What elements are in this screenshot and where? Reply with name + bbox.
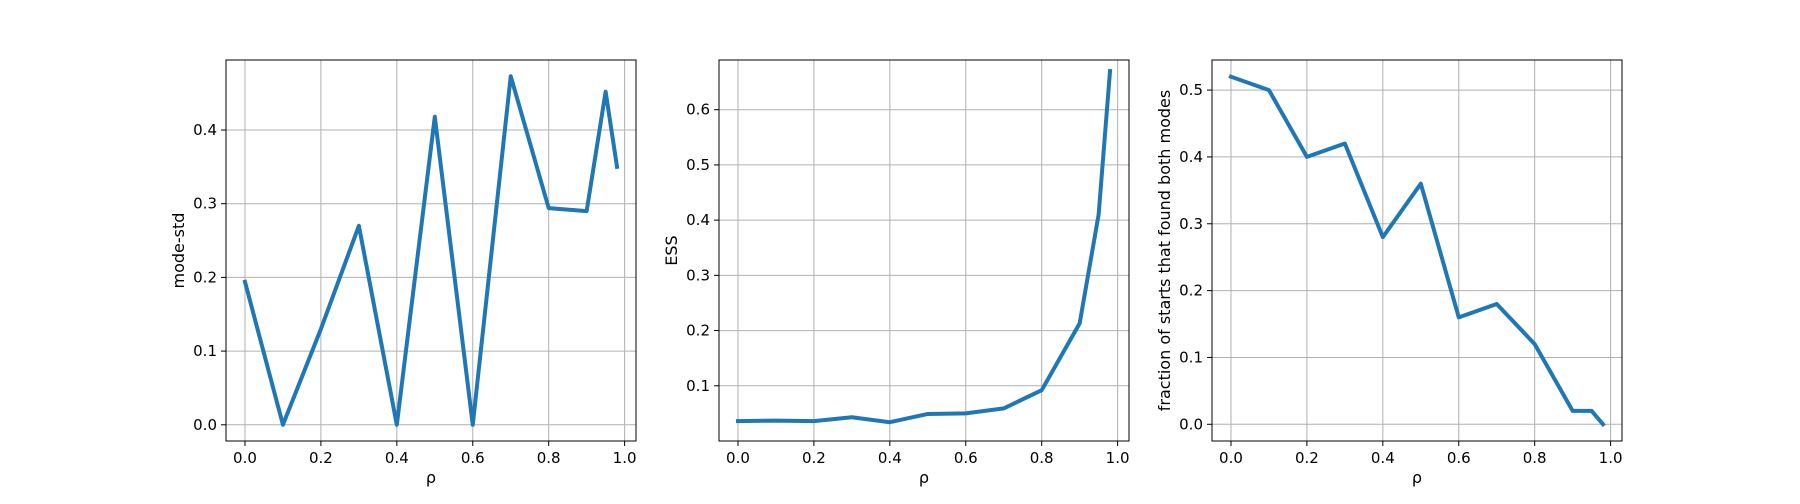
axes-frame [1211, 59, 1623, 442]
x-tick-label: 0.8 [1523, 449, 1547, 467]
y-tick-label: 0.3 [686, 266, 710, 284]
y-tick-label: 0.4 [193, 121, 217, 139]
x-tick-label: 1.0 [613, 449, 637, 467]
axes-frame [225, 59, 637, 442]
y-tick-label: 0.1 [1179, 348, 1203, 366]
y-tick-label: 0.5 [686, 156, 710, 174]
series-line [735, 68, 1113, 425]
x-tick-label: 0.4 [1371, 449, 1395, 467]
x-tick-label: 0.2 [802, 449, 826, 467]
x-tick-label: 0.8 [537, 449, 561, 467]
x-tick-label: 0.6 [1447, 449, 1471, 467]
x-tick-label: 0.8 [1030, 449, 1054, 467]
y-tick-label: 0.0 [1179, 415, 1203, 433]
y-tick-label: 0.4 [686, 211, 710, 229]
series-line [1228, 74, 1606, 428]
y-axis-label: ESS [662, 235, 681, 265]
x-tick-label: 0.0 [726, 449, 750, 467]
x-tick-label: 0.0 [1219, 449, 1243, 467]
y-tick-label: 0.6 [686, 101, 710, 119]
x-tick-label: 0.2 [309, 449, 333, 467]
x-axis-label: ρ [426, 468, 436, 487]
y-tick-label: 0.4 [1179, 148, 1203, 166]
axes-frame [718, 59, 1130, 442]
y-tick-label: 0.1 [686, 377, 710, 395]
x-tick-label: 0.6 [954, 449, 978, 467]
subplot-fraction-both-modes: 0.0 0.2 0.4 0.6 0.8 1.0 0.0 0.1 0.2 0.3 0.4 0.5 ρ fra… [1155, 59, 1623, 487]
series-line [242, 74, 620, 427]
x-axis-label: ρ [1412, 468, 1422, 487]
y-axis-label: fraction of starts that found both modes [1155, 90, 1174, 411]
x-axis-label: ρ [919, 468, 929, 487]
subplot-ess: 0.0 0.2 0.4 0.6 0.8 1.0 0.1 0.2 0.3 0.4 0.5 0.6 ρ ESS [662, 59, 1130, 487]
x-tick-label: 1.0 [1599, 449, 1623, 467]
y-tick-label: 0.3 [1179, 215, 1203, 233]
y-axis-label: mode-std [169, 213, 188, 289]
y-tick-label: 0.2 [1179, 282, 1203, 300]
x-tick-label: 0.4 [385, 449, 409, 467]
y-tick-label: 0.3 [193, 195, 217, 213]
x-tick-label: 0.0 [233, 449, 257, 467]
y-tick-label: 0.5 [1179, 81, 1203, 99]
y-tick-label: 0.0 [193, 416, 217, 434]
x-tick-label: 0.6 [461, 449, 485, 467]
y-tick-label: 0.2 [193, 268, 217, 286]
x-tick-label: 1.0 [1106, 449, 1130, 467]
subplot-mode-std: 0.0 0.2 0.4 0.6 0.8 1.0 0.0 0.1 0.2 0.3 0.4 ρ mode-s… [169, 59, 637, 487]
y-tick-label: 0.2 [686, 322, 710, 340]
x-tick-label: 0.2 [1295, 449, 1319, 467]
x-tick-label: 0.4 [878, 449, 902, 467]
y-tick-label: 0.1 [193, 342, 217, 360]
